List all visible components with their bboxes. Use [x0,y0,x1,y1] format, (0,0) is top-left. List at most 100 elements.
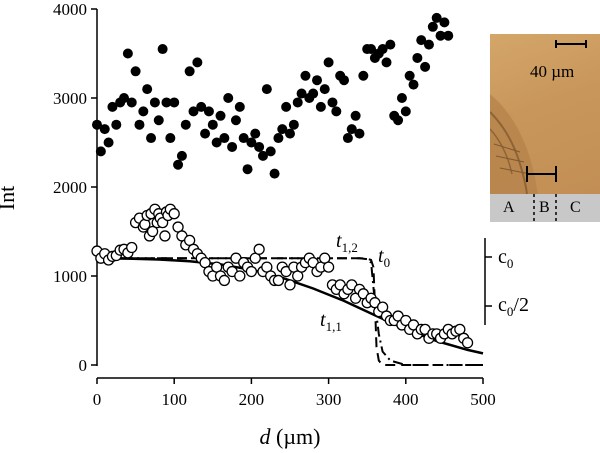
region-band [490,194,600,222]
data-point-filled [99,124,110,135]
data-point-filled [254,141,265,152]
x-tick-label: 100 [161,390,187,409]
data-point-filled [223,93,234,103]
data-point-filled [207,119,218,130]
data-point-filled [377,44,388,55]
inset-micrograph: 40 µm A B C [490,34,600,222]
y-tick-label: 3000 [53,89,87,108]
data-point-filled [342,133,353,144]
data-point-open [168,208,180,220]
data-point-filled [273,133,284,144]
data-point-filled [420,61,431,72]
data-point-filled [277,124,288,135]
data-point-filled [315,101,326,112]
data-point-filled [269,168,280,179]
data-point-filled [366,44,377,55]
data-point-filled [165,133,176,144]
x-tick-label: 400 [393,390,419,409]
data-point-filled [431,12,442,23]
data-point-filled [250,128,261,139]
data-point-filled [238,133,249,144]
region-label-c: C [570,199,581,216]
data-point-filled [134,119,145,130]
data-point-filled [200,128,211,139]
x-tick-label: 200 [239,390,265,409]
x-axis-label: d (µm) [260,424,321,449]
data-point-filled [103,137,114,148]
region-label-a: A [503,199,515,216]
data-point-filled [211,137,222,148]
data-point-filled [157,44,168,55]
data-point-filled [246,137,257,148]
data-point-filled [153,115,164,126]
x-axis-label-var: d [260,424,272,449]
data-point-open [245,265,258,278]
data-point-filled [319,84,330,95]
data-point-filled [354,128,365,139]
y-tick-label: 0 [79,356,88,375]
data-point-filled [312,75,323,86]
data-point-open [218,274,231,287]
data-point-filled [416,35,427,46]
data-point-filled [285,128,295,139]
data-point-filled [122,48,133,59]
data-point-filled [126,97,137,108]
data-point-filled [327,97,338,108]
data-point-open [253,243,265,255]
data-point-filled [385,39,396,50]
x-tick-label: 0 [93,390,102,409]
data-point-filled [180,119,191,130]
y-axis-label: Int [0,186,19,210]
data-point-filled [281,101,292,112]
axes: 0 1000 2000 3000 4000 0 100 200 300 400 500 [53,0,496,409]
y-tick-label: 4000 [53,0,87,19]
data-point-filled [230,115,241,126]
data-point-filled [95,146,106,157]
data-point-filled [339,75,350,86]
y-tick-label: 1000 [53,267,87,286]
data-point-filled [119,93,130,103]
annotation-t11: t1,1 [320,309,342,334]
micrograph-image: 40 µm [490,34,600,195]
data-point-filled [323,57,334,68]
series-filled-points [92,12,454,179]
data-point-filled [443,30,454,41]
x-axis-label-unit: (µm) [271,424,321,449]
data-point-filled [381,57,392,68]
data-point-filled [261,84,272,95]
y-tick-label: 2000 [53,178,87,197]
series-open-points [91,203,474,349]
data-point-filled [439,17,450,28]
annotation-c0-half: c0/2 [498,294,529,319]
data-point-filled [265,146,276,157]
data-point-filled [234,101,245,112]
data-point-filled [188,106,199,117]
data-point-filled [300,70,311,81]
data-point-filled [196,101,207,112]
data-point-open [126,241,138,254]
data-point-filled [169,97,180,108]
data-point-filled [396,93,407,103]
data-point-filled [242,164,253,175]
data-point-filled [346,124,357,135]
data-point-filled [393,115,404,126]
data-point-filled [288,119,299,130]
annotation-c0: c0 [498,246,513,271]
data-point-filled [107,101,118,112]
data-point-filled [149,97,160,108]
x-tick-label: 500 [470,390,496,409]
data-point-filled [350,110,361,121]
data-point-filled [111,119,122,130]
data-point-filled [257,150,268,161]
x-tick-label: 300 [316,390,342,409]
data-point-filled [423,39,434,50]
data-point-filled [219,133,230,144]
annotation-t12: t1,2 [336,230,358,255]
data-point-filled [184,66,195,77]
data-point-open [272,274,285,287]
data-point-filled [142,84,153,95]
data-point-filled [292,97,303,108]
scale-label: 40 µm [530,62,575,81]
data-point-filled [146,133,157,144]
